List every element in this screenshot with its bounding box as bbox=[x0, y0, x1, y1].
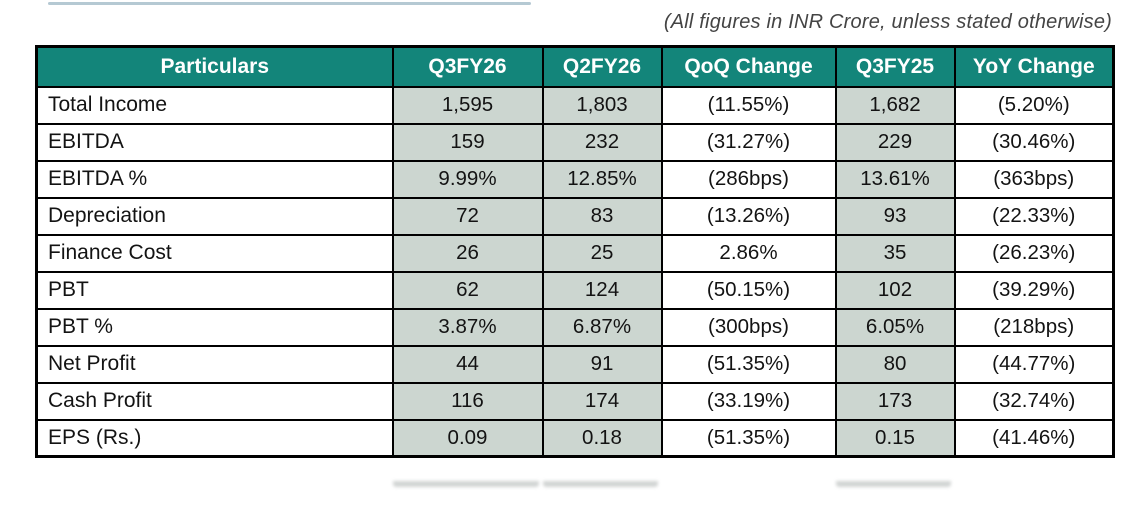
row-label: Total Income bbox=[35, 85, 394, 125]
data-cell: (22.33%) bbox=[953, 196, 1115, 236]
data-cell: 173 bbox=[834, 381, 956, 421]
data-cell: (44.77%) bbox=[953, 344, 1115, 384]
header-cell-qoq-change: QoQ Change bbox=[660, 45, 837, 88]
cropped-title-box-edge bbox=[48, 2, 531, 5]
column-shadow bbox=[393, 481, 539, 487]
column-shadow bbox=[543, 481, 658, 487]
row-label: PBT % bbox=[35, 307, 394, 347]
row-label: Depreciation bbox=[35, 196, 394, 236]
header-cell-q2fy26: Q2FY26 bbox=[541, 45, 663, 88]
data-cell: 26 bbox=[391, 233, 544, 273]
data-cell: (39.29%) bbox=[953, 270, 1115, 310]
data-cell: 35 bbox=[834, 233, 956, 273]
data-cell: 6.87% bbox=[541, 307, 663, 347]
data-cell: (32.74%) bbox=[953, 381, 1115, 421]
data-cell: (33.19%) bbox=[660, 381, 837, 421]
data-cell: 0.15 bbox=[834, 418, 956, 458]
row-label: EBITDA bbox=[35, 122, 394, 162]
table-row: Finance Cost 26 25 2.86% 35 (26.23%) bbox=[35, 233, 1115, 273]
units-note: (All figures in INR Crore, unless stated… bbox=[663, 11, 1112, 33]
header-cell-q3fy25: Q3FY25 bbox=[834, 45, 956, 88]
table-row: EBITDA 159 232 (31.27%) 229 (30.46%) bbox=[35, 122, 1115, 162]
header-cell-q3fy26: Q3FY26 bbox=[391, 45, 544, 88]
header-cell-particulars: Particulars bbox=[35, 45, 394, 88]
row-label: Finance Cost bbox=[35, 233, 394, 273]
table-row: PBT % 3.87% 6.87% (300bps) 6.05% (218bps) bbox=[35, 307, 1115, 347]
header-cell-yoy-change: YoY Change bbox=[953, 45, 1115, 88]
data-cell: (30.46%) bbox=[953, 122, 1115, 162]
data-cell: 159 bbox=[391, 122, 544, 162]
row-label: EBITDA % bbox=[35, 159, 394, 199]
data-cell: (11.55%) bbox=[660, 85, 837, 125]
data-cell: 229 bbox=[834, 122, 956, 162]
data-cell: 1,803 bbox=[541, 85, 663, 125]
data-cell: 3.87% bbox=[391, 307, 544, 347]
data-cell: 91 bbox=[541, 344, 663, 384]
table-body: Total Income 1,595 1,803 (11.55%) 1,682 (5.20… bbox=[35, 85, 1115, 458]
data-cell: (363bps) bbox=[953, 159, 1115, 199]
data-cell: 83 bbox=[541, 196, 663, 236]
column-shadow bbox=[836, 481, 951, 487]
data-cell: 93 bbox=[834, 196, 956, 236]
data-cell: 174 bbox=[541, 381, 663, 421]
data-cell: (41.46%) bbox=[953, 418, 1115, 458]
data-cell: (51.35%) bbox=[660, 418, 837, 458]
data-cell: 232 bbox=[541, 122, 663, 162]
header-row: Particulars Q3FY26 Q2FY26 QoQ Change Q3F… bbox=[35, 45, 1115, 88]
data-cell: 80 bbox=[834, 344, 956, 384]
data-cell: (5.20%) bbox=[953, 85, 1115, 125]
data-cell: (51.35%) bbox=[660, 344, 837, 384]
data-cell: 116 bbox=[391, 381, 544, 421]
table-row: Depreciation 72 83 (13.26%) 93 (22.33%) bbox=[35, 196, 1115, 236]
data-cell: 44 bbox=[391, 344, 544, 384]
table-row: Net Profit 44 91 (51.35%) 80 (44.77%) bbox=[35, 344, 1115, 384]
row-label: Net Profit bbox=[35, 344, 394, 384]
data-cell: 124 bbox=[541, 270, 663, 310]
data-cell: 0.09 bbox=[391, 418, 544, 458]
data-cell: (300bps) bbox=[660, 307, 837, 347]
data-cell: (218bps) bbox=[953, 307, 1115, 347]
data-cell: 0.18 bbox=[541, 418, 663, 458]
data-cell: 1,595 bbox=[391, 85, 544, 125]
data-cell: 62 bbox=[391, 270, 544, 310]
table-row: PBT 62 124 (50.15%) 102 (39.29%) bbox=[35, 270, 1115, 310]
data-cell: (13.26%) bbox=[660, 196, 837, 236]
data-cell: (286bps) bbox=[660, 159, 837, 199]
data-cell: 72 bbox=[391, 196, 544, 236]
table-row: EPS (Rs.) 0.09 0.18 (51.35%) 0.15 (41.46%) bbox=[35, 418, 1115, 458]
data-cell: 25 bbox=[541, 233, 663, 273]
data-cell: 9.99% bbox=[391, 159, 544, 199]
table-row: Cash Profit 116 174 (33.19%) 173 (32.74%) bbox=[35, 381, 1115, 421]
data-cell: (26.23%) bbox=[953, 233, 1115, 273]
data-cell: (50.15%) bbox=[660, 270, 837, 310]
row-label: EPS (Rs.) bbox=[35, 418, 394, 458]
row-label: Cash Profit bbox=[35, 381, 394, 421]
data-cell: 13.61% bbox=[834, 159, 956, 199]
financial-results-table: Particulars Q3FY26 Q2FY26 QoQ Change Q3F… bbox=[35, 45, 1115, 458]
data-cell: 102 bbox=[834, 270, 956, 310]
data-cell: 1,682 bbox=[834, 85, 956, 125]
data-cell: (31.27%) bbox=[660, 122, 837, 162]
row-label: PBT bbox=[35, 270, 394, 310]
data-cell: 6.05% bbox=[834, 307, 956, 347]
table-row: EBITDA % 9.99% 12.85% (286bps) 13.61% (363bps… bbox=[35, 159, 1115, 199]
data-cell: 12.85% bbox=[541, 159, 663, 199]
table-row: Total Income 1,595 1,803 (11.55%) 1,682 (5.20… bbox=[35, 85, 1115, 125]
data-cell: 2.86% bbox=[660, 233, 837, 273]
